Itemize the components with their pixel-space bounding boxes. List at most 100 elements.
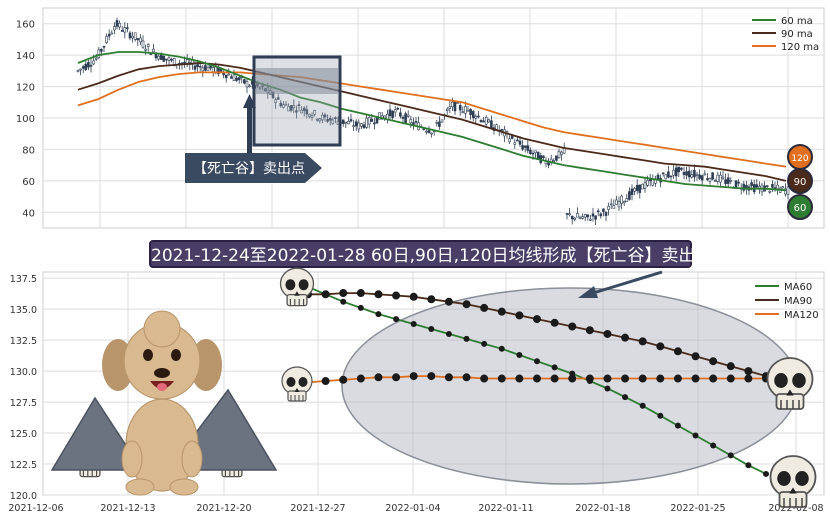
candle-body <box>141 40 145 48</box>
candle-body <box>388 109 392 117</box>
candle-body <box>682 171 686 175</box>
data-point <box>357 304 364 311</box>
chart-title: 2021-12-24至2022-01-28 60日,90日,120日均线形成【死… <box>149 240 713 268</box>
data-point <box>339 289 348 298</box>
candle-body <box>107 34 111 37</box>
candle-body <box>352 125 355 127</box>
candle-body <box>128 32 132 39</box>
candle-body <box>786 186 790 195</box>
candle-body <box>630 188 634 196</box>
candle-body <box>646 180 649 186</box>
candle-body <box>391 110 394 118</box>
candle-body <box>737 181 740 184</box>
y-tick-label: 130.0 <box>10 367 37 378</box>
x-tick-label: 2022-02-08 <box>768 503 823 514</box>
candle-body <box>370 118 374 122</box>
candle-body <box>318 118 322 122</box>
data-point <box>409 292 418 301</box>
candle-body <box>144 48 147 51</box>
legend-label: MA90 <box>784 296 812 307</box>
candle-body <box>305 109 309 115</box>
data-point <box>462 300 471 309</box>
candle-body <box>698 174 701 179</box>
candle-body <box>581 216 584 219</box>
candle-body <box>680 167 683 170</box>
candle-body <box>521 145 524 150</box>
candle-body <box>742 183 746 191</box>
data-point <box>444 297 453 306</box>
candle-body <box>461 111 465 113</box>
candle-body <box>315 118 319 121</box>
candle-body <box>115 20 119 27</box>
candle-body <box>513 142 517 145</box>
candle-body <box>295 110 298 113</box>
candle-body <box>328 118 332 121</box>
candle-body <box>206 66 210 71</box>
candle-body <box>750 182 753 187</box>
candle-body <box>578 216 582 219</box>
pointer-arrow <box>589 270 663 296</box>
candle-body <box>79 68 82 71</box>
candle-body <box>284 103 288 106</box>
candle-body <box>685 171 688 176</box>
candle-body <box>674 167 678 177</box>
skull-icon <box>281 366 313 402</box>
data-point <box>673 374 682 383</box>
legend: 60 ma 90 ma 120 ma <box>752 16 819 53</box>
candle-body <box>534 150 537 153</box>
candle-body <box>170 59 173 61</box>
data-point <box>481 340 488 347</box>
candle-body <box>641 183 644 190</box>
candle-body <box>591 213 595 217</box>
candle-body <box>734 180 738 189</box>
candle-body <box>97 49 101 58</box>
data-point <box>444 373 453 382</box>
candle-body <box>126 27 129 30</box>
candle-body <box>113 26 116 31</box>
candle-body <box>152 48 155 53</box>
data-point <box>639 402 646 409</box>
data-point <box>356 289 365 298</box>
candle-body <box>224 74 228 79</box>
candle-body <box>669 175 673 178</box>
candle-body <box>596 210 600 213</box>
candle-body <box>414 121 418 123</box>
candle-body <box>287 106 290 112</box>
data-point <box>497 374 506 383</box>
candle-body <box>331 119 335 124</box>
candle-body <box>586 214 590 218</box>
arrow-head <box>243 94 256 108</box>
candle-body <box>547 162 550 166</box>
pointer-arrow-head <box>578 286 598 298</box>
candle-body <box>367 117 371 125</box>
y-tick-label: 132.5 <box>10 336 37 347</box>
candle-body <box>622 201 626 204</box>
data-point <box>621 333 630 342</box>
label-arrow <box>185 153 322 183</box>
y-tick-label: 160 <box>16 20 35 31</box>
candle-body <box>484 117 488 125</box>
candle-body <box>445 108 449 111</box>
data-point <box>585 374 594 383</box>
candle-body <box>667 171 670 178</box>
legend-label: 60 ma <box>781 16 813 27</box>
data-point <box>533 374 541 383</box>
candle-body <box>326 119 329 122</box>
arrow-shaft <box>247 106 252 154</box>
candle-body <box>620 195 623 204</box>
ma60-line <box>77 51 787 192</box>
candle-body <box>245 81 249 88</box>
candle-body <box>479 119 483 123</box>
candle-body <box>453 101 457 112</box>
candle-body <box>656 174 660 180</box>
candle-body <box>167 57 171 61</box>
candle-body <box>700 175 704 181</box>
candle-body <box>719 174 722 183</box>
candle-body <box>529 149 532 154</box>
candle-body <box>526 145 530 151</box>
candle-body <box>404 113 407 123</box>
candle-body <box>292 105 296 109</box>
candle-body <box>648 179 652 182</box>
candle-body <box>237 77 241 81</box>
data-point <box>339 375 348 384</box>
